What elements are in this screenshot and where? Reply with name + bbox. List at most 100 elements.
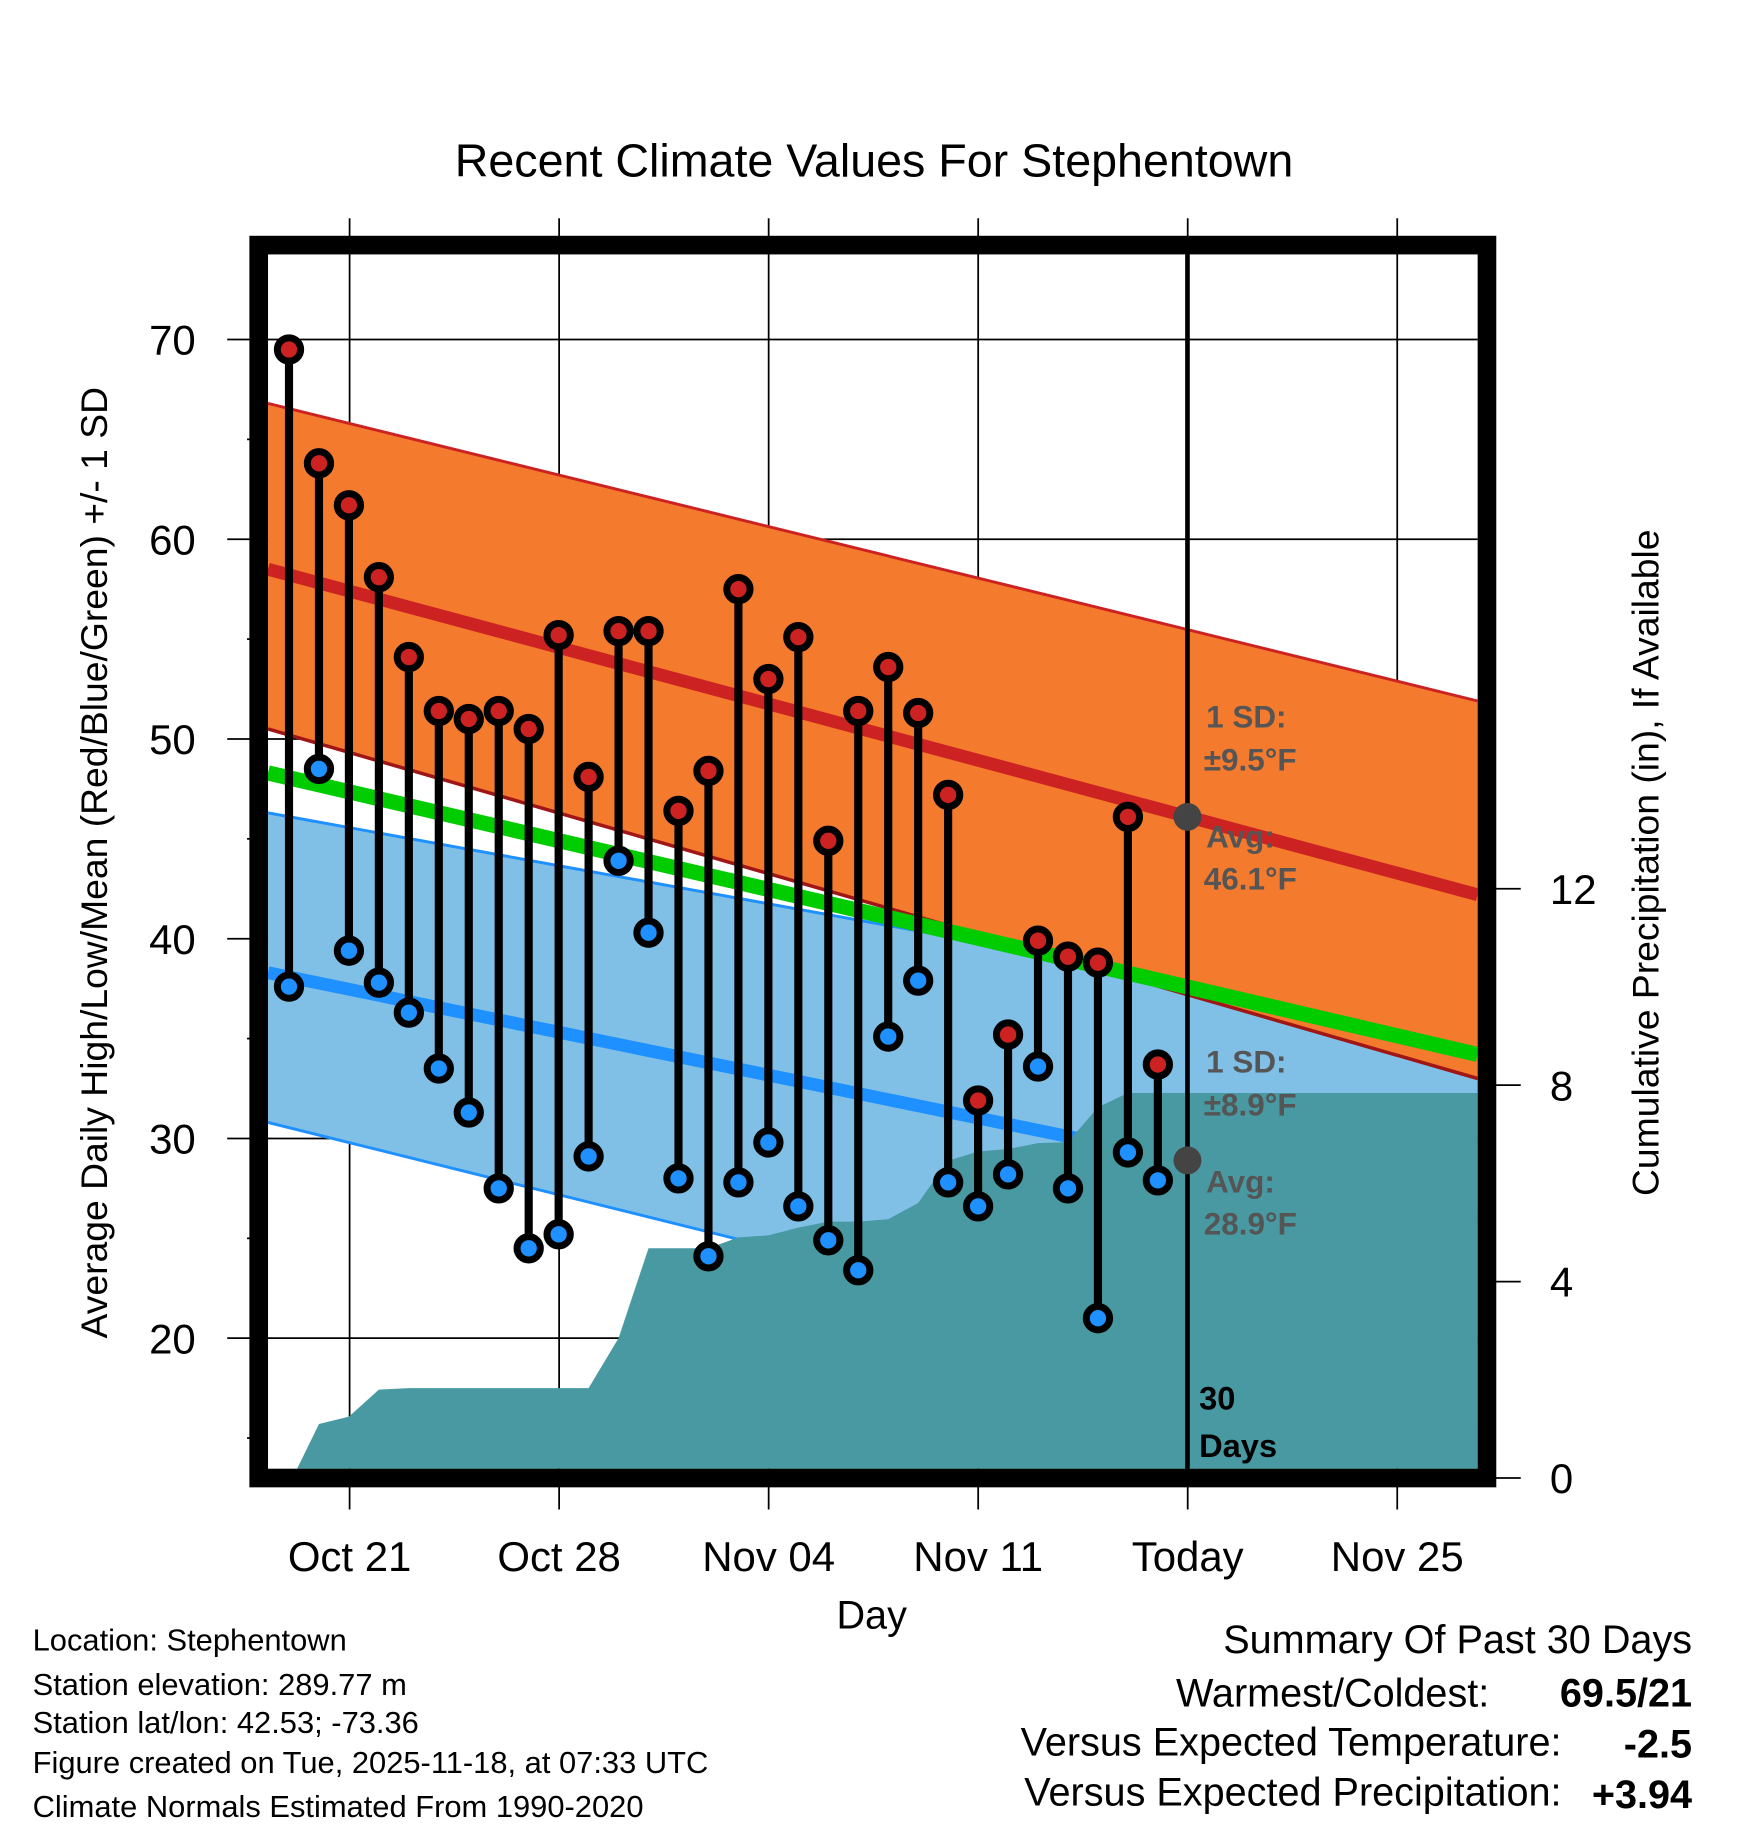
daily-high-point xyxy=(513,713,544,745)
daily-low-point xyxy=(303,753,335,785)
precipitation-area xyxy=(297,1093,1478,1469)
created-text: Figure created on Tue, 2025-11-18, at 07… xyxy=(33,1745,709,1780)
y-tick-label: 40 xyxy=(149,916,196,963)
precip-anomaly-label: Versus Expected Precipitation: xyxy=(1024,1770,1561,1814)
plot-area xyxy=(268,401,1478,1469)
daily-high-point xyxy=(1142,1049,1174,1080)
x-axis-label: Day xyxy=(836,1593,907,1637)
daily-high-point xyxy=(273,334,305,365)
y-tick-label: 30 xyxy=(149,1116,196,1163)
y-right-tick-label: 12 xyxy=(1550,866,1597,913)
y-tick-label: 60 xyxy=(149,516,196,563)
daily-high-point xyxy=(1082,947,1114,978)
y-tick-label: 20 xyxy=(149,1315,196,1362)
warmest-coldest-value: 69.5/21 xyxy=(1560,1671,1692,1715)
days-count: 30 xyxy=(1199,1379,1235,1416)
daily-low-point xyxy=(513,1233,544,1264)
footer-info: Location: Stephentown Station elevation:… xyxy=(33,1622,709,1824)
high-band-edge xyxy=(268,401,1478,703)
daily-high-point xyxy=(393,641,424,673)
low-sd-label: 1 SD: xyxy=(1206,1044,1286,1079)
axis-ticks: 20 30 40 50 60 70 0 4 8 12 Oct 21 Oct 28 Nov 04 Nov 1… xyxy=(149,317,1596,1581)
daily-low-point xyxy=(543,1219,574,1250)
daily-low-point xyxy=(633,917,664,948)
daily-high-point xyxy=(932,779,964,811)
y-axis-right-label: Cumulative Precipitation (in), If Availa… xyxy=(1624,529,1666,1196)
daily-high-point xyxy=(1112,801,1144,833)
low-sd-value: ±8.9°F xyxy=(1204,1088,1297,1123)
daily-high-point xyxy=(783,621,814,653)
daily-low-point xyxy=(903,965,934,996)
daily-low-point xyxy=(962,1191,994,1222)
daily-low-point xyxy=(753,1127,784,1158)
daily-low-point xyxy=(603,845,634,876)
today-high-avg-dot xyxy=(1173,802,1202,831)
daily-high-point xyxy=(753,663,784,695)
low-avg-label: Avg: xyxy=(1206,1165,1275,1200)
daily-high-point xyxy=(603,615,634,647)
daily-high-point xyxy=(663,795,694,827)
y-right-tick-label: 8 xyxy=(1550,1062,1573,1109)
daily-low-point xyxy=(992,1159,1024,1190)
chart-title: Recent Climate Values For Stephentown xyxy=(455,134,1294,186)
x-tick-label: Nov 11 xyxy=(913,1533,1043,1580)
annotations: 1 SD: ±9.5°F Avg: 46.1°F 1 SD: ±8.9°F Av… xyxy=(1199,700,1297,1464)
normals-text: Climate Normals Estimated From 1990-2020 xyxy=(33,1789,644,1824)
high-sd-band xyxy=(268,403,1478,1079)
x-tick-label: Nov 25 xyxy=(1331,1533,1464,1580)
high-normal-line xyxy=(268,563,1478,901)
y-tick-label: 70 xyxy=(149,317,196,364)
high-sd-value: ±9.5°F xyxy=(1204,743,1297,778)
daily-high-point xyxy=(903,697,934,729)
daily-high-point xyxy=(363,562,395,593)
y-right-tick-label: 4 xyxy=(1550,1259,1573,1306)
high-avg-value: 46.1°F xyxy=(1204,862,1297,897)
daily-low-point xyxy=(813,1225,844,1256)
high-avg-label: Avg: xyxy=(1206,820,1275,855)
y-right-tick-label: 0 xyxy=(1550,1455,1573,1502)
daily-low-point xyxy=(843,1255,874,1286)
x-tick-label: Today xyxy=(1132,1533,1244,1580)
daily-low-point xyxy=(1112,1137,1144,1168)
daily-high-point xyxy=(723,574,754,605)
temp-anomaly-value: -2.5 xyxy=(1624,1723,1692,1767)
data-marks xyxy=(273,254,1202,1469)
elevation-text: Station elevation: 289.77 m xyxy=(33,1667,407,1702)
daily-high-point xyxy=(543,619,574,651)
temp-anomaly-label: Versus Expected Temperature: xyxy=(1021,1720,1562,1764)
today-low-avg-dot xyxy=(1173,1146,1202,1175)
daily-low-point xyxy=(663,1163,694,1194)
daily-low-point xyxy=(363,967,395,998)
daily-high-point xyxy=(693,755,724,787)
daily-low-point xyxy=(783,1191,814,1222)
daily-high-point xyxy=(962,1085,994,1116)
location-text: Location: Stephentown xyxy=(33,1622,347,1657)
x-tick-label: Oct 21 xyxy=(288,1533,412,1580)
daily-high-point xyxy=(453,703,484,735)
x-tick-label: Nov 04 xyxy=(702,1533,835,1580)
high-sd-label: 1 SD: xyxy=(1206,700,1286,735)
summary-title: Summary Of Past 30 Days xyxy=(1223,1618,1692,1662)
daily-low-point xyxy=(1082,1303,1114,1334)
daily-low-point xyxy=(723,1167,754,1198)
daily-high-point xyxy=(333,490,365,521)
daily-high-point xyxy=(303,448,335,479)
precip-anomaly-value: +3.94 xyxy=(1592,1773,1692,1817)
latlon-text: Station lat/lon: 42.53; -73.36 xyxy=(33,1705,419,1740)
daily-low-point xyxy=(393,997,424,1028)
low-avg-value: 28.9°F xyxy=(1204,1206,1297,1241)
y-tick-label: 50 xyxy=(149,716,196,763)
summary-panel: Summary Of Past 30 Days Warmest/Coldest:… xyxy=(1021,1618,1692,1817)
daily-high-point xyxy=(992,1019,1024,1050)
daily-low-point xyxy=(873,1021,904,1052)
daily-low-point xyxy=(693,1241,724,1272)
daily-high-point xyxy=(483,695,514,727)
daily-high-point xyxy=(573,761,604,793)
daily-high-point xyxy=(633,615,664,647)
daily-low-point xyxy=(453,1097,484,1128)
daily-low-point xyxy=(423,1053,454,1084)
plot-border xyxy=(249,235,1497,1488)
daily-high-point xyxy=(873,651,904,683)
daily-high-point xyxy=(813,825,844,856)
daily-low-point xyxy=(1142,1165,1174,1196)
